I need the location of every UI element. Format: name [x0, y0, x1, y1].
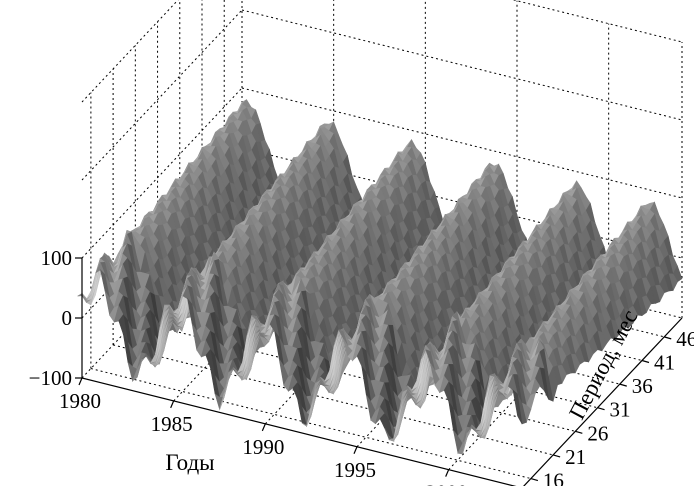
x-tick-label: 2000	[426, 481, 468, 486]
grid-line	[81, 87, 243, 259]
x-tick-mark	[170, 400, 175, 409]
y-tick-mark	[575, 430, 583, 434]
y-axis-line	[523, 317, 683, 486]
x-tick-label: 1985	[151, 412, 193, 436]
y-tick-mark	[597, 407, 605, 411]
grid-line	[511, 0, 683, 43]
y-tick-label: 26	[587, 421, 608, 445]
axes-frame	[75, 257, 683, 486]
z-tick-label: 0	[62, 306, 73, 330]
y-tick-label: 16	[543, 469, 564, 486]
surface-patch	[512, 389, 523, 425]
z-tick-label: −100	[29, 366, 72, 390]
grid-line	[81, 9, 243, 181]
y-tick-mark	[619, 383, 627, 387]
y-tick-label: 36	[632, 374, 653, 398]
y-tick-mark	[664, 336, 672, 340]
grid-line	[112, 344, 554, 456]
y-tick-mark	[552, 454, 561, 458]
x-tick-mark	[445, 469, 450, 477]
y-tick-mark	[641, 359, 650, 364]
y-tick-label: 46	[676, 327, 694, 351]
x-axis-label: Годы	[165, 450, 214, 475]
grid-line	[241, 87, 683, 199]
x-tick-label: 1980	[59, 389, 101, 413]
grid-line	[241, 9, 683, 121]
x-tick-mark	[261, 423, 266, 432]
y-tick-label: 21	[565, 445, 586, 469]
y-tick-mark	[530, 477, 539, 482]
x-tick-label: 1990	[242, 435, 284, 459]
x-tick-mark	[353, 446, 358, 454]
x-tick-label: 1995	[334, 458, 376, 482]
y-tick-label: 31	[610, 398, 631, 422]
z-tick-label: 100	[41, 246, 73, 270]
x-tick-mark	[78, 377, 83, 386]
grid-line	[90, 368, 532, 480]
grid-line	[81, 0, 179, 103]
surface-plot	[77, 99, 683, 455]
y-tick-label: 41	[654, 351, 675, 375]
